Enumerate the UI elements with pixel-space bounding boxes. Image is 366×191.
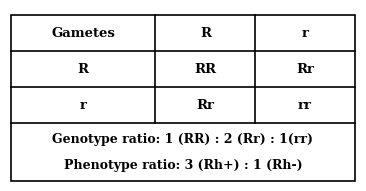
Text: r: r — [80, 99, 87, 112]
Text: Genotype ratio: 1 (RR) : 2 (Rr) : 1(rr): Genotype ratio: 1 (RR) : 2 (Rr) : 1(rr) — [52, 133, 314, 146]
Text: r: r — [302, 27, 309, 40]
Text: R: R — [200, 27, 211, 40]
Text: R: R — [78, 63, 89, 76]
Text: Rr: Rr — [296, 63, 314, 76]
Text: RR: RR — [194, 63, 216, 76]
Text: Phenotype ratio: 3 (Rh+) : 1 (Rh-): Phenotype ratio: 3 (Rh+) : 1 (Rh-) — [64, 159, 302, 172]
Text: Gametes: Gametes — [51, 27, 115, 40]
Text: rr: rr — [298, 99, 312, 112]
Text: Rr: Rr — [197, 99, 214, 112]
Bar — [11, 15, 355, 181]
